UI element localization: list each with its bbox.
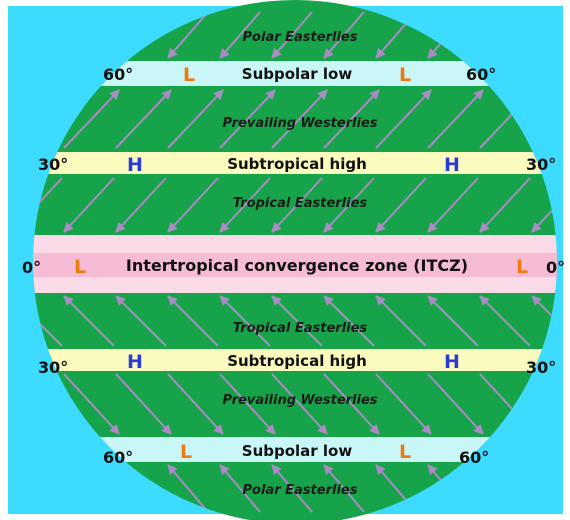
prevailing-westerlies-north-arrow-8 <box>323 89 380 149</box>
low-marker-60n-left: L <box>183 64 195 86</box>
polar-easterlies-south-arrow-5 <box>167 464 209 513</box>
tropical-easterlies-south-arrow-7 <box>271 295 323 347</box>
tropical-easterlies-south-arrow-6 <box>219 295 271 347</box>
prevailing-westerlies-south-arrow-5 <box>167 373 224 435</box>
prevailing-westerlies-north-arrow-9 <box>375 89 432 149</box>
tropical-easterlies-south-label: Tropical Easterlies <box>233 321 368 336</box>
polar-easterlies-north-arrow-7 <box>271 11 313 59</box>
tropical-easterlies-south-arrow-5 <box>167 295 219 347</box>
prevailing-westerlies-south-arrow-8 <box>323 373 380 435</box>
tropical-easterlies-north-arrow-6 <box>219 177 271 233</box>
latitude-0-right: 0° <box>546 258 565 277</box>
latitude-60n-left: 60° <box>103 65 133 84</box>
subtropical-high-band-south <box>33 349 557 371</box>
prevailing-westerlies-south-arrow-4 <box>115 373 172 435</box>
tropical-easterlies-north-arrow-8 <box>323 177 375 233</box>
tropical-easterlies-south-arrow-10 <box>427 295 479 347</box>
prevailing-westerlies-south-arrow-7 <box>271 373 328 435</box>
latitude-60n-right: 60° <box>466 65 496 84</box>
tropical-easterlies-south-arrow-9 <box>375 295 427 347</box>
tropical-easterlies-north-arrow-4 <box>115 177 167 233</box>
subpolar-low-south-label: Subpolar low <box>242 442 353 460</box>
latitude-30s-left: 30° <box>38 358 68 377</box>
prevailing-westerlies-north-arrow-6 <box>219 89 276 149</box>
subtropical-high-south-label: Subtropical high <box>227 352 367 370</box>
prevailing-westerlies-south-arrow-3 <box>63 373 120 435</box>
high-marker-30s-right: H <box>444 351 460 373</box>
itcz-core-band <box>33 253 557 277</box>
high-marker-30n-right: H <box>444 154 460 176</box>
latitude-30n-left: 30° <box>38 155 68 174</box>
polar-easterlies-north-label: Polar Easterlies <box>243 30 358 45</box>
prevailing-westerlies-south-arrow-9 <box>375 373 432 435</box>
latitude-30n-right: 30° <box>526 155 556 174</box>
subpolar-low-north-label: Subpolar low <box>242 65 353 83</box>
polar-easterlies-south-arrow-7 <box>271 464 313 513</box>
high-marker-30n-left: H <box>127 154 143 176</box>
low-marker-0-right: L <box>516 256 528 278</box>
tropical-easterlies-north-arrow-11 <box>479 177 531 233</box>
polar-easterlies-north-arrow-8 <box>323 11 365 59</box>
prevailing-westerlies-south-arrow-6 <box>219 373 276 435</box>
low-marker-60s-right: L <box>399 441 411 463</box>
prevailing-westerlies-south-arrow-10 <box>427 373 484 435</box>
low-marker-60s-left: L <box>180 441 192 463</box>
tropical-easterlies-north-label: Tropical Easterlies <box>233 196 368 211</box>
prevailing-westerlies-north-arrow-4 <box>115 89 172 149</box>
tropical-easterlies-north-arrow-12 <box>531 177 557 233</box>
prevailing-westerlies-south-label: Prevailing Westerlies <box>222 393 377 408</box>
tropical-easterlies-south-arrow-12 <box>531 295 557 347</box>
polar-easterlies-south-arrow-8 <box>323 464 365 513</box>
prevailing-westerlies-north-arrow-3 <box>63 89 120 149</box>
itcz-label: Intertropical convergence zone (ITCZ) <box>126 256 468 275</box>
low-marker-0-left: L <box>74 256 86 278</box>
latitude-0-left: 0° <box>22 258 41 277</box>
tropical-easterlies-south-arrow-11 <box>479 295 531 347</box>
tropical-easterlies-north-arrow-7 <box>271 177 323 233</box>
prevailing-westerlies-north-arrow-10 <box>427 89 484 149</box>
polar-easterlies-south-arrow-6 <box>219 464 261 513</box>
latitude-60s-left: 60° <box>103 448 133 467</box>
latitude-60s-right: 60° <box>459 448 489 467</box>
polar-easterlies-south-label: Polar Easterlies <box>243 483 358 498</box>
tropical-easterlies-south-arrow-4 <box>115 295 167 347</box>
high-marker-30s-left: H <box>127 351 143 373</box>
tropical-easterlies-south-arrow-3 <box>63 295 115 347</box>
tropical-easterlies-north-arrow-5 <box>167 177 219 233</box>
prevailing-westerlies-north-arrow-7 <box>271 89 328 149</box>
latitude-30s-right: 30° <box>526 358 556 377</box>
tropical-easterlies-north-arrow-3 <box>63 177 115 233</box>
prevailing-westerlies-north-arrow-5 <box>167 89 224 149</box>
polar-easterlies-north-arrow-5 <box>167 11 209 59</box>
low-marker-60n-right: L <box>399 64 411 86</box>
subtropical-high-north-label: Subtropical high <box>227 155 367 173</box>
tropical-easterlies-north-arrow-9 <box>375 177 427 233</box>
subtropical-high-band-north <box>33 152 557 174</box>
tropical-easterlies-south-arrow-8 <box>323 295 375 347</box>
polar-easterlies-north-arrow-6 <box>219 11 261 59</box>
prevailing-westerlies-north-label: Prevailing Westerlies <box>222 116 377 131</box>
tropical-easterlies-north-arrow-10 <box>427 177 479 233</box>
